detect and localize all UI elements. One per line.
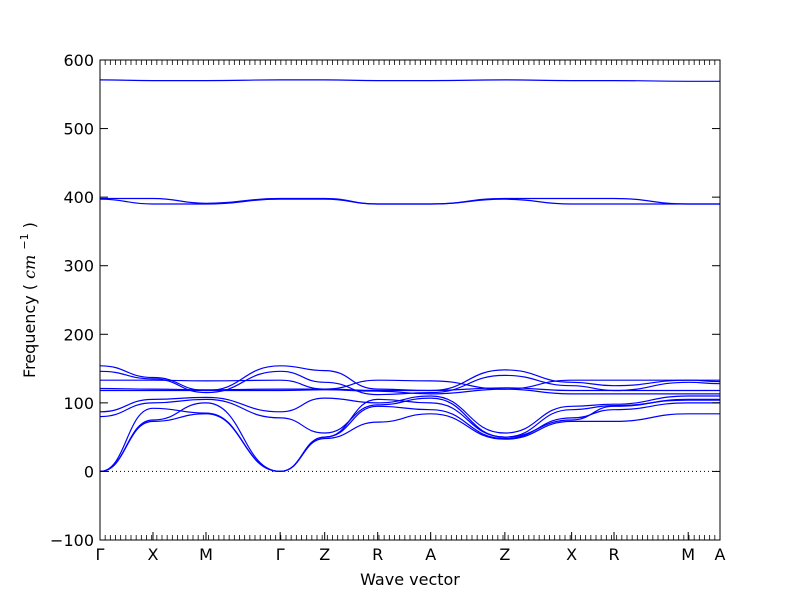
y-tick-label: 600 [63,51,94,70]
y-tick-label: 100 [63,394,94,413]
y-tick-label: −100 [50,531,94,550]
y-tick-label: 300 [63,257,94,276]
x-tick-label: X [148,545,159,564]
x-tick-label: A [425,545,436,564]
band-line-8 [100,388,720,395]
band-line-1 [99,79,720,82]
x-tick-label: R [608,545,619,564]
x-tick-label: Γ [276,545,285,564]
x-tick-label: X [566,545,577,564]
band-line-13 [99,398,720,473]
y-tick-label: 400 [63,188,94,207]
x-tick-label: M [681,545,695,564]
y-tick-label: 200 [63,325,94,344]
band-line-4 [99,365,721,392]
y-axis-label-text: Frequency [20,295,39,378]
plot-area [99,59,721,541]
x-axis-label: Wave vector [360,570,460,589]
band-line-3 [99,198,720,205]
x-tick-label: R [372,545,383,564]
x-tick-label: M [199,545,213,564]
y-axis-label-group: Frequency ( cm −1 ) [13,222,39,378]
band-line-7 [99,387,720,392]
y-axis-label-open-paren: ( [20,284,39,290]
band-line-6 [100,379,720,390]
axis-ticks: −100 0 100 200 300 400 500 600 Γ X M Γ Z R A Z X R M A [50,51,725,564]
x-tick-label: Z [319,545,330,564]
band-line-2 [100,197,720,205]
band-line-12 [99,413,720,473]
band-line-9 [99,395,720,434]
y-axis-label-unit-exp: −1 [18,233,31,249]
y-axis-label: Frequency ( cm −1 ) [13,222,39,378]
x-tick-label: Γ [96,545,105,564]
x-tick-label: Z [499,545,510,564]
band-line-5 [99,370,721,396]
plot-frame [99,59,721,541]
band-line-11 [99,402,721,473]
x-tick-label: A [715,545,726,564]
y-tick-label: 0 [84,462,94,481]
y-tick-label: 500 [63,120,94,139]
y-axis-label-close-paren: ) [20,222,39,228]
y-axis-label-unit: cm [20,255,39,279]
